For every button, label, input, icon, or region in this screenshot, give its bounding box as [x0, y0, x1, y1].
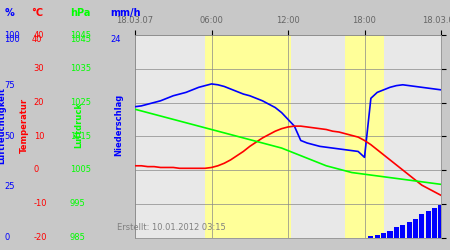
Text: 30: 30 [34, 64, 45, 73]
Bar [426, 210, 431, 238]
Text: 100: 100 [4, 35, 20, 44]
Text: 1045: 1045 [70, 35, 91, 44]
Text: Luftdruck: Luftdruck [74, 102, 83, 148]
Bar [400, 225, 405, 237]
Text: Temperatur: Temperatur [20, 98, 29, 152]
Text: Luftfeuchtigkeit: Luftfeuchtigkeit [0, 86, 7, 164]
Text: -10: -10 [34, 199, 47, 208]
Bar [438, 206, 444, 238]
Text: Niederschlag: Niederschlag [115, 94, 124, 156]
Bar [419, 214, 424, 238]
Text: Erstellt: 10.01.2012 03:15: Erstellt: 10.01.2012 03:15 [117, 224, 225, 232]
Bar [432, 208, 437, 238]
Bar [394, 228, 399, 237]
Text: 100: 100 [4, 30, 20, 40]
Text: 995: 995 [70, 199, 86, 208]
Text: °C: °C [32, 8, 44, 18]
Text: %: % [4, 8, 14, 18]
Bar [381, 233, 386, 237]
Text: 10: 10 [34, 132, 44, 141]
Text: 1015: 1015 [70, 132, 91, 141]
Bar [387, 231, 392, 237]
Text: 1005: 1005 [70, 166, 91, 174]
Bar [346, 35, 383, 237]
Text: 0: 0 [4, 233, 10, 242]
Text: 40: 40 [34, 30, 44, 40]
Text: 25: 25 [4, 182, 15, 192]
Text: 1025: 1025 [70, 98, 91, 107]
Text: 0: 0 [34, 166, 39, 174]
Text: 985: 985 [70, 233, 86, 242]
Bar [413, 219, 418, 238]
Bar [407, 222, 412, 238]
Bar [369, 236, 373, 238]
Text: 75: 75 [4, 81, 15, 90]
Text: 50: 50 [4, 132, 15, 141]
Text: 1045: 1045 [70, 30, 91, 40]
Text: 40: 40 [32, 35, 42, 44]
Text: hPa: hPa [70, 8, 90, 18]
Text: -20: -20 [34, 233, 47, 242]
Bar [375, 235, 380, 238]
Text: 20: 20 [34, 98, 44, 107]
Text: 1035: 1035 [70, 64, 91, 73]
Text: 24: 24 [110, 35, 121, 44]
Bar [205, 35, 291, 237]
Text: mm/h: mm/h [110, 8, 141, 18]
